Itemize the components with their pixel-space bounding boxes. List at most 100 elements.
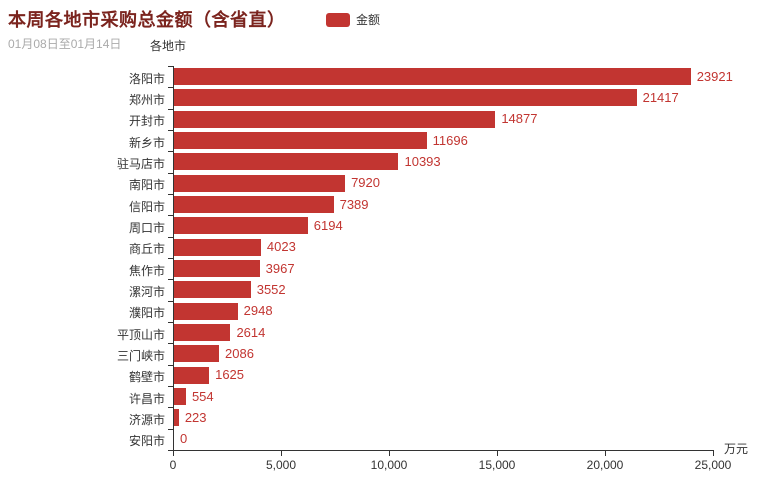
category-label: 许昌市 [128, 391, 165, 406]
x-axis-tick [497, 451, 498, 456]
y-axis-tick [168, 386, 173, 387]
y-axis-tick [168, 258, 173, 259]
category-label: 平顶山市 [116, 327, 165, 342]
bar-row: 郑州市 21417 [129, 87, 713, 108]
bar-row: 漯河市 3552 [129, 279, 713, 300]
category-label: 南阳市 [128, 178, 165, 193]
category-label: 驻马店市 [116, 156, 165, 171]
category-label: 漯河市 [128, 284, 165, 299]
bar-value-label: 554 [191, 388, 214, 404]
category-label: 信阳市 [128, 199, 165, 214]
x-axis-tick-label: 15,000 [478, 458, 516, 472]
bar-row: 开封市 14877 [129, 109, 713, 130]
y-axis-tick [168, 194, 173, 195]
bar-value-label: 1625 [215, 367, 245, 383]
legend-label: 金额 [356, 13, 381, 27]
y-axis-tick [168, 450, 173, 451]
category-label: 济源市 [128, 412, 165, 427]
bar-value-label: 11696 [432, 132, 468, 148]
bar-row: 焦作市 3967 [129, 258, 713, 279]
x-axis-tick-label: 5,000 [265, 458, 297, 472]
bar[interactable] [174, 281, 251, 299]
chart-title: 本周各地市采购总金额（含省直） [8, 10, 286, 30]
bar[interactable] [174, 324, 231, 342]
bar-row: 南阳市 7920 [129, 173, 713, 194]
bar[interactable] [174, 302, 238, 320]
bar-row: 新乡市 11696 [129, 130, 713, 151]
y-axis-tick [168, 407, 173, 408]
x-axis-tick [173, 451, 174, 456]
x-axis-tick-label: 20,000 [586, 458, 624, 472]
bar[interactable] [174, 217, 308, 235]
bar-value-label: 10393 [404, 153, 441, 169]
x-axis-tick [389, 451, 390, 456]
bar-row: 信阳市 7389 [129, 194, 713, 215]
plot-area: 洛阳市 23921 郑州市 21417 开封市 14877 新乡市 11696 驻马店市 1039… [117, 66, 733, 472]
bar-row: 许昌市 554 [129, 386, 713, 407]
category-label: 焦作市 [128, 263, 165, 278]
bar-row: 驻马店市 10393 [117, 151, 713, 172]
y-axis-tick [168, 66, 173, 67]
bar-row: 平顶山市 2614 [117, 322, 713, 343]
bar-value-label: 2948 [243, 303, 273, 319]
bar-value-label: 21417 [642, 89, 679, 105]
bar-row: 鹤壁市 1625 [129, 365, 713, 386]
bar-row: 安阳市 0 [129, 429, 713, 450]
y-axis-tick [168, 322, 173, 323]
x-axis-tick-label: 25,000 [694, 458, 732, 472]
bar[interactable] [174, 68, 691, 86]
bar[interactable] [174, 174, 346, 192]
legend-swatch-icon [326, 12, 350, 27]
y-axis-line [173, 66, 174, 451]
chart-subtitle: 01月08日至01月14日 [8, 37, 122, 51]
bar[interactable] [174, 110, 496, 128]
y-axis-tick [168, 151, 173, 152]
bar-value-label: 3967 [265, 260, 295, 276]
category-label: 商丘市 [128, 242, 165, 257]
bar-value-label: 3552 [256, 281, 286, 297]
bar-row: 洛阳市 23921 [129, 66, 733, 87]
bar[interactable] [174, 388, 186, 406]
y-axis-tick [168, 130, 173, 131]
y-axis-tick [168, 237, 173, 238]
y-axis-tick [168, 429, 173, 430]
bar-value-label: 14877 [501, 111, 538, 127]
legend-item[interactable]: 金额 [326, 11, 380, 28]
y-axis-tick [168, 279, 173, 280]
bar[interactable] [174, 366, 210, 384]
category-label: 开封市 [128, 114, 165, 129]
bar-row: 济源市 223 [129, 407, 713, 428]
category-label: 鹤壁市 [128, 370, 165, 385]
bar-value-label: 2086 [225, 345, 254, 361]
bar[interactable] [174, 153, 399, 171]
bar-value-label: 7389 [339, 196, 369, 212]
y-axis-tick [168, 87, 173, 88]
category-label: 濮阳市 [128, 306, 165, 321]
y-axis-tick [168, 173, 173, 174]
category-label: 周口市 [128, 220, 165, 235]
bar[interactable] [174, 409, 179, 427]
y-axis-tick [168, 343, 173, 344]
x-axis-tick [713, 451, 714, 456]
bar-value-label: 0 [180, 431, 188, 447]
x-axis-line [173, 450, 714, 451]
bar[interactable] [174, 260, 260, 278]
y-axis-tick [168, 301, 173, 302]
bar[interactable] [174, 345, 220, 363]
y-axis-tick [168, 109, 173, 110]
x-axis-tick [281, 451, 282, 456]
bar-value-label: 223 [184, 409, 207, 425]
bar[interactable] [174, 196, 334, 214]
y-axis-tick [168, 365, 173, 366]
bar[interactable] [174, 238, 261, 256]
bar[interactable] [174, 132, 427, 150]
bar-value-label: 7920 [351, 175, 380, 191]
category-label: 洛阳市 [128, 71, 165, 86]
bar-value-label: 23921 [696, 68, 733, 84]
bar-row: 三门峡市 2086 [117, 343, 713, 364]
bar-value-label: 6194 [313, 217, 343, 233]
bar[interactable] [174, 89, 637, 107]
category-label: 安阳市 [128, 434, 165, 449]
bar-value-label: 2614 [236, 324, 266, 340]
